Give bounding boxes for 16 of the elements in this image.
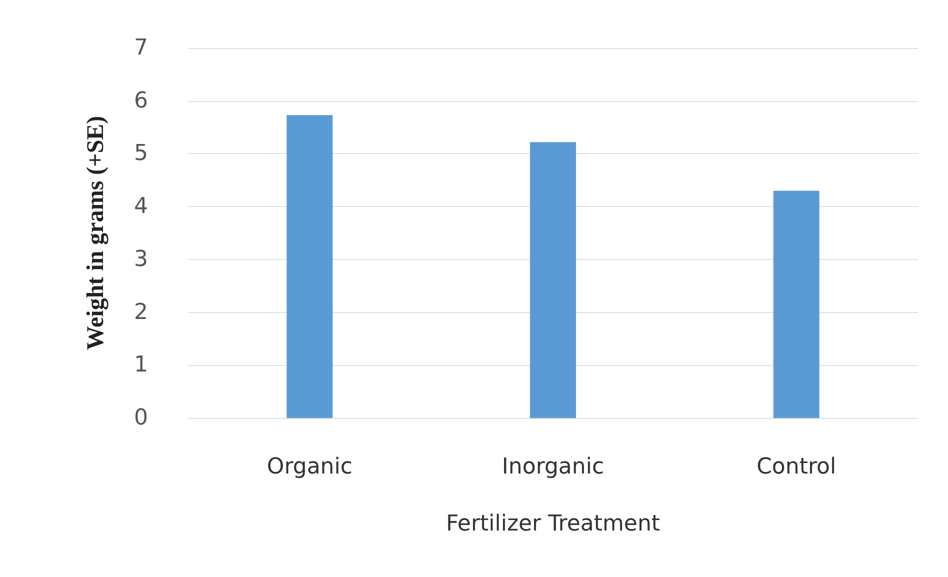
y-tick-label: 4 [134,194,148,220]
x-tick-label: Organic [266,454,352,480]
y-tick-label: 2 [134,300,148,325]
y-tick-label: 6 [134,88,148,114]
y-tick-label: 3 [134,246,148,272]
y-tick-label: 1 [134,352,148,378]
bar [286,115,333,418]
y-tick-label: 5 [134,141,148,166]
y-axis-title: Weight in grams (+SE) [83,116,109,350]
x-tick-label: Inorganic [502,454,604,480]
x-axis-title: Fertilizer Treatment [446,512,660,536]
bar [773,190,820,418]
y-tick-label: 7 [134,36,148,60]
x-tick-label: Control [756,454,836,480]
bar [530,142,576,418]
y-tick-label: 0 [134,406,148,430]
